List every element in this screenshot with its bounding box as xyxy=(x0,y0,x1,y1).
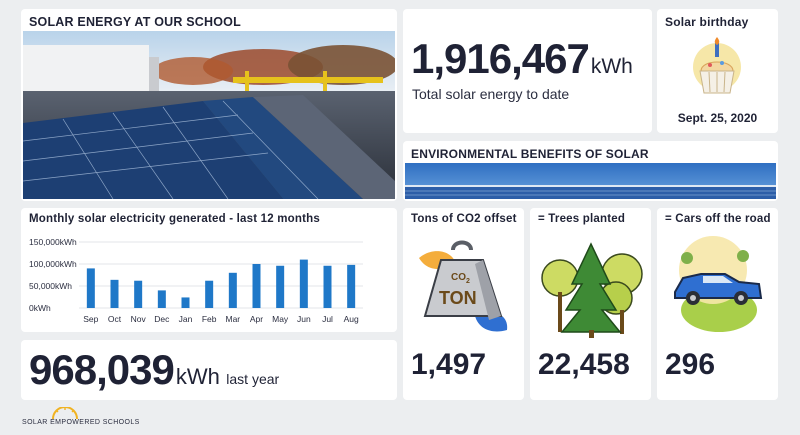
chart-x-tick-label: Apr xyxy=(250,314,263,324)
trees-icon xyxy=(541,242,643,338)
chart-bar-feb xyxy=(205,280,214,308)
sun-logo-icon xyxy=(52,407,78,419)
last-year-unit: kWh xyxy=(175,364,220,389)
last-year-label: last year xyxy=(226,371,280,387)
cars-off-road-value: 296 xyxy=(665,348,716,381)
car-icon xyxy=(674,236,763,332)
solar-panels-photo xyxy=(23,31,395,199)
co2-offset-card: Tons of CO2 offset CO2 TON 1,497 xyxy=(403,208,524,400)
co2-icon-ton: TON xyxy=(439,288,477,308)
chart-bar-dec xyxy=(157,290,166,308)
footer-logo-text: SOLAR EMPOWERED SCHOOLS xyxy=(22,419,140,426)
cars-off-road-title: = Cars off the road xyxy=(665,213,771,225)
chart-y-tick-label: 150,000kWh xyxy=(29,237,77,247)
chart-x-tick-label: Sep xyxy=(83,314,98,324)
chart-x-tick-label: May xyxy=(272,314,289,324)
total-energy-label: Total solar energy to date xyxy=(412,86,570,102)
co2-ton-weight-icon: CO2 TON xyxy=(419,240,508,332)
solar-energy-title: SOLAR ENERGY AT OUR SCHOOL xyxy=(29,15,241,29)
monthly-generation-chart: 150,000kWh 100,000kWh 50,000kWh 0kWh Sep Oct N… xyxy=(29,237,363,324)
chart-x-tick-label: Aug xyxy=(344,314,359,324)
chart-bar-jan xyxy=(181,297,190,308)
last-year-value: 968,039 xyxy=(29,346,175,393)
chart-bar-mar xyxy=(228,272,237,308)
total-energy-value: 1,916,467 xyxy=(411,35,590,82)
chart-x-tick-label: Jun xyxy=(297,314,311,324)
chart-x-tick-label: Jul xyxy=(322,314,333,324)
trees-planted-value: 22,458 xyxy=(538,348,630,381)
total-energy-card: 1,916,467kWh Total solar energy to date xyxy=(403,9,652,133)
chart-bar-apr xyxy=(252,264,261,308)
chart-x-tick-label: Jan xyxy=(179,314,193,324)
chart-y-tick-label: 0kWh xyxy=(29,303,51,313)
chart-bar-aug xyxy=(347,264,356,308)
solar-birthday-card: Solar birthday Sept. 25, 2020 xyxy=(657,9,778,133)
environmental-benefits-title: ENVIRONMENTAL BENEFITS OF SOLAR xyxy=(411,147,649,161)
solar-birthday-title: Solar birthday xyxy=(665,15,749,29)
environmental-benefits-card: ENVIRONMENTAL BENEFITS OF SOLAR xyxy=(403,141,778,201)
co2-icon-text: CO2 xyxy=(451,272,470,285)
trees-planted-card: = Trees planted 22,458 xyxy=(530,208,651,400)
monthly-generation-title: Monthly solar electricity generated - la… xyxy=(29,213,320,225)
chart-bar-sep xyxy=(86,268,95,308)
chart-bar-oct xyxy=(110,279,119,308)
chart-bar-jul xyxy=(323,265,332,308)
chart-x-tick-label: Nov xyxy=(131,314,147,324)
chart-x-tick-label: Feb xyxy=(202,314,217,324)
cupcake-icon xyxy=(693,37,741,94)
last-year-card: 968,039kWh last year xyxy=(21,340,397,400)
chart-bar-nov xyxy=(134,280,143,308)
solar-birthday-date: Sept. 25, 2020 xyxy=(677,111,758,125)
chart-y-tick-label: 50,000kWh xyxy=(29,281,72,291)
chart-x-tick-label: Oct xyxy=(108,314,122,324)
chart-x-tick-label: Mar xyxy=(226,314,241,324)
cars-off-road-card: = Cars off the road 296 xyxy=(657,208,778,400)
solar-array-photo xyxy=(405,163,776,199)
chart-y-tick-label: 100,000kWh xyxy=(29,259,77,269)
monthly-generation-card: Monthly solar electricity generated - la… xyxy=(21,208,397,332)
co2-offset-value: 1,497 xyxy=(411,348,487,381)
co2-offset-title: Tons of CO2 offset xyxy=(411,213,517,225)
chart-x-tick-label: Dec xyxy=(154,314,170,324)
chart-bar-may xyxy=(276,265,285,308)
total-energy-unit: kWh xyxy=(590,55,633,78)
chart-bar-jun xyxy=(299,259,308,308)
trees-planted-title: = Trees planted xyxy=(538,213,626,225)
solar-energy-card: SOLAR ENERGY AT OUR SCHOOL xyxy=(21,9,397,201)
